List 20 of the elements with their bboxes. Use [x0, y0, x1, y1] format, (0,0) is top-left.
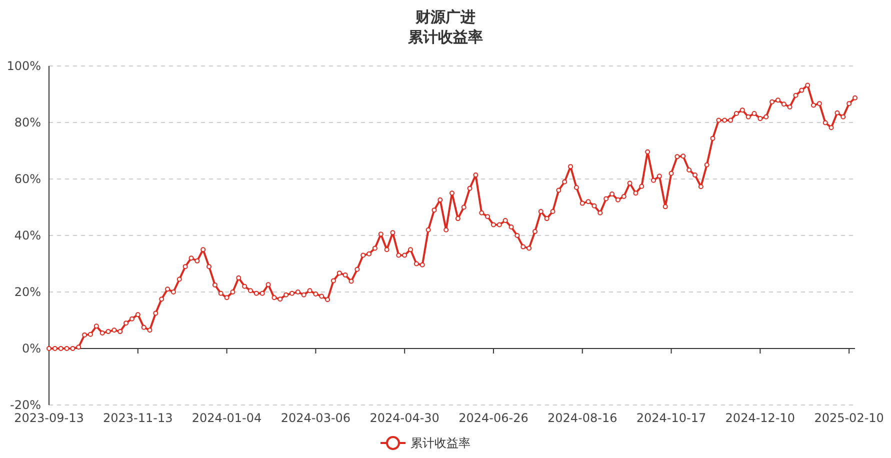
x-tick-label: 2023-11-13 [103, 411, 173, 425]
chart-subtitle: 累计收益率 [407, 28, 483, 46]
y-tick-label: 80% [14, 116, 41, 130]
x-tick-label: 2024-10-17 [636, 411, 706, 425]
y-tick-label: 60% [14, 172, 41, 186]
x-tick-label: 2024-12-10 [725, 411, 796, 425]
x-tick-label: 2025-02-10 [814, 411, 884, 425]
x-tick-label: 2023-09-13 [14, 411, 84, 425]
x-tick-label: 2024-08-16 [548, 411, 618, 425]
x-tick-label: 2024-01-04 [192, 411, 262, 425]
x-tick-label: 2024-03-06 [280, 411, 351, 425]
y-tick-label: 20% [14, 285, 41, 299]
y-tick-label: 40% [14, 228, 41, 242]
legend-label: 累计收益率 [410, 436, 470, 450]
chart-title: 财源广进 [414, 8, 476, 26]
y-tick-label: 100% [6, 59, 41, 73]
x-tick-label: 2024-04-30 [370, 411, 440, 425]
x-tick-label: 2024-06-26 [458, 411, 528, 425]
y-tick-label: 0% [22, 342, 41, 356]
y-tick-label: -20% [10, 398, 41, 412]
